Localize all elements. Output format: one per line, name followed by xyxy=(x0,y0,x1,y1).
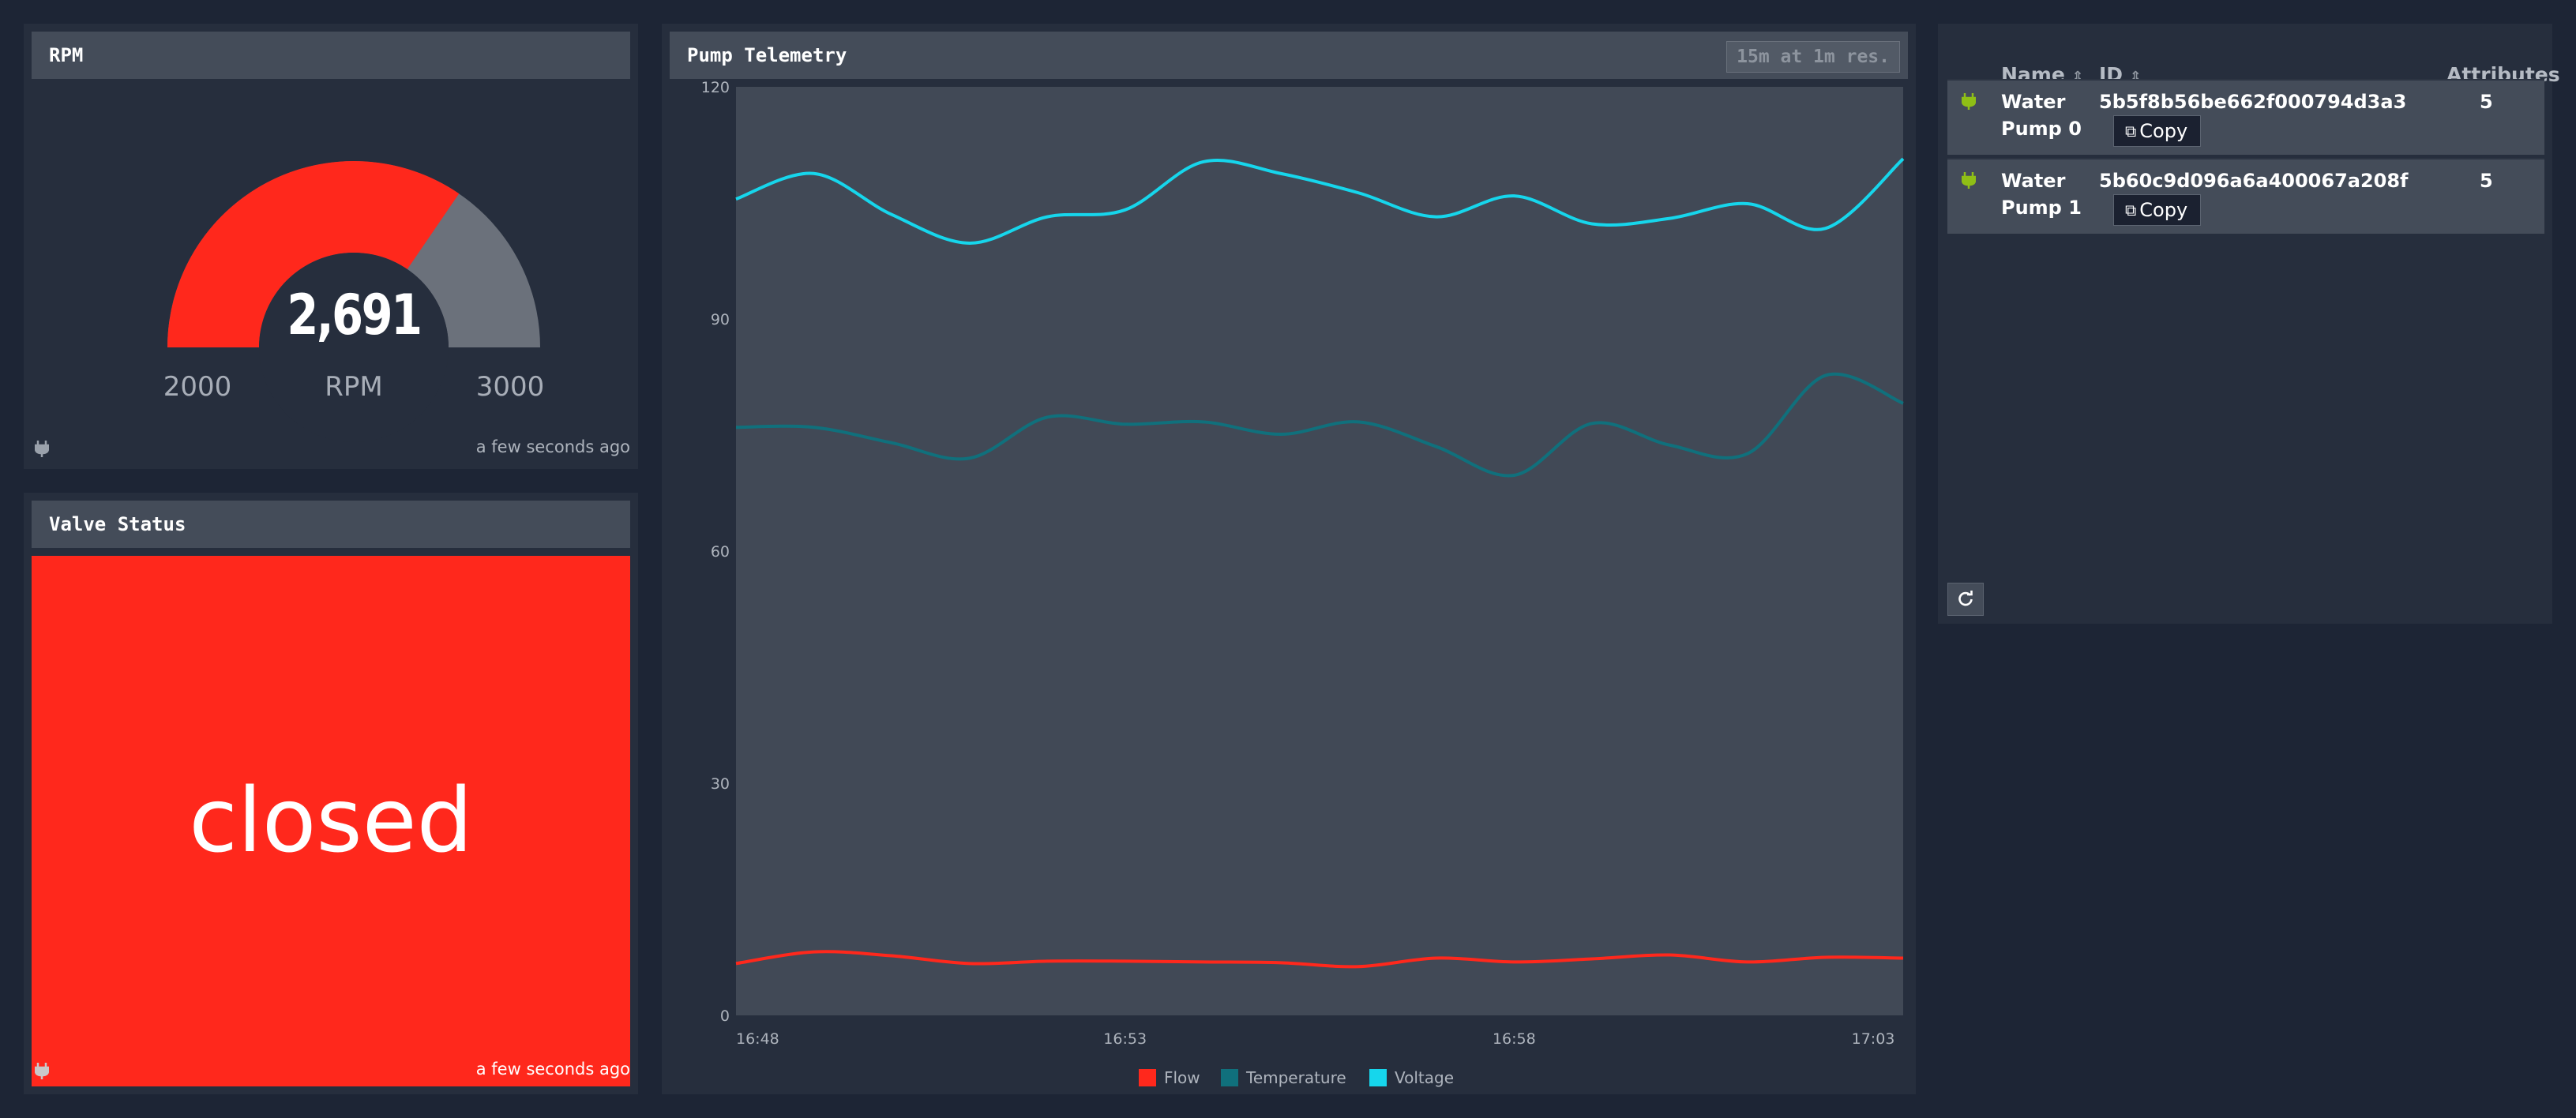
rpm-unit: RPM xyxy=(325,371,383,403)
table-row[interactable]: Water Pump 1 5b60c9d096a6a400067a208f ⧉ … xyxy=(1947,158,2544,234)
legend-swatch[interactable] xyxy=(1139,1069,1156,1086)
plug-icon xyxy=(1962,93,1976,110)
legend-swatch[interactable] xyxy=(1221,1069,1238,1086)
x-axis-ticks: 16:48 16:53 16:58 17:03 xyxy=(736,1030,1894,1048)
legend-label[interactable]: Flow xyxy=(1164,1068,1200,1087)
rpm-min-label: 2000 xyxy=(163,371,232,403)
legend-label[interactable]: Temperature xyxy=(1245,1068,1346,1087)
valve-status-indicator: closed a few seconds ago xyxy=(32,556,630,1086)
valve-status-widget: Valve Status closed a few seconds ago xyxy=(24,493,638,1094)
x-tick-label: 16:48 xyxy=(736,1030,779,1048)
copy-icon: ⧉ xyxy=(2125,201,2137,219)
plug-icon xyxy=(35,441,49,457)
plot-area xyxy=(736,87,1903,1015)
series-lines xyxy=(735,157,1905,969)
series-line-voltage xyxy=(735,157,1905,245)
resolution-selector[interactable]: 15m at 1m res. xyxy=(1726,41,1900,73)
valve-status-value: closed xyxy=(189,770,473,872)
copy-id-button[interactable]: ⧉ Copy xyxy=(2113,115,2202,147)
device-table-widget: Name ⇕ ID ⇕ Attributes Water Pump 0 5b5f… xyxy=(1938,24,2560,624)
x-tick-label: 16:53 xyxy=(1103,1030,1147,1048)
chart-title: Pump Telemetry xyxy=(687,44,847,66)
copy-icon: ⧉ xyxy=(2125,122,2137,141)
pump-telemetry-widget: 0 30 60 90 120 16:48 16:53 16:58 17:03 Flow Temp… xyxy=(662,24,1916,1094)
y-tick-label: 60 xyxy=(711,543,730,561)
rpm-value: 2,691 xyxy=(287,283,422,347)
rpm-widget-title: RPM xyxy=(32,32,630,79)
device-name[interactable]: Water Pump 1 xyxy=(2001,170,2082,219)
device-name[interactable]: Water Pump 0 xyxy=(2001,91,2082,140)
plug-icon xyxy=(35,1063,49,1079)
series-line-flow xyxy=(735,950,1904,969)
y-tick-label: 90 xyxy=(711,311,730,328)
x-tick-label: 17:03 xyxy=(1852,1030,1895,1048)
legend-swatch[interactable] xyxy=(1369,1069,1387,1086)
valve-updated-time: a few seconds ago xyxy=(475,1060,630,1079)
rpm-widget: RPM 2,691 RPM 2000 3000 a few seconds ag… xyxy=(24,24,638,469)
device-attributes: 5 xyxy=(2480,170,2493,192)
plug-icon xyxy=(1962,172,1976,189)
gauge-fill xyxy=(167,161,460,347)
chart-legend: Flow Temperature Voltage xyxy=(1139,1068,1454,1087)
device-id: 5b5f8b56be662f000794d3a3 xyxy=(2099,91,2407,113)
legend-label[interactable]: Voltage xyxy=(1395,1068,1454,1087)
pump-telemetry-title: Pump Telemetry 15m at 1m res. xyxy=(670,32,1908,79)
y-tick-label: 30 xyxy=(711,775,730,793)
rpm-max-label: 3000 xyxy=(475,371,545,403)
gauge-hole xyxy=(259,253,449,442)
refresh-icon xyxy=(1958,591,1973,606)
y-tick-label: 0 xyxy=(720,1007,730,1025)
copy-id-button[interactable]: ⧉ Copy xyxy=(2113,194,2202,226)
telemetry-chart: 0 30 60 90 120 16:48 16:53 16:58 17:03 Flow Temp… xyxy=(701,79,1905,1087)
valve-status-title: Valve Status xyxy=(32,501,630,548)
rpm-updated-time: a few seconds ago xyxy=(475,437,630,456)
table-row[interactable]: Water Pump 0 5b5f8b56be662f000794d3a3 ⧉ … xyxy=(1947,79,2544,155)
x-tick-label: 16:58 xyxy=(1493,1030,1536,1048)
device-attributes: 5 xyxy=(2480,91,2493,113)
y-axis-ticks: 0 30 60 90 120 xyxy=(701,79,730,1025)
device-id: 5b60c9d096a6a400067a208f xyxy=(2099,170,2409,192)
rpm-gauge xyxy=(167,161,540,442)
y-tick-label: 120 xyxy=(701,79,730,96)
refresh-button[interactable] xyxy=(1947,583,1984,616)
series-line-temperature xyxy=(735,372,1904,478)
